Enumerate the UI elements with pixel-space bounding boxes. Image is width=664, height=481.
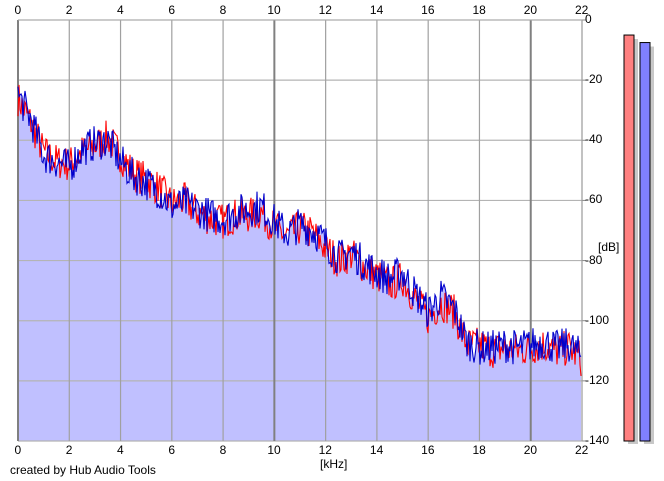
x-tick-label-top: 20: [523, 3, 538, 17]
x-tick-label-bottom: 8: [219, 443, 227, 457]
x-tick-label-top: 12: [318, 3, 332, 17]
x-tick-label-bottom: 10: [267, 443, 281, 457]
series-line-right: [17, 86, 582, 365]
x-tick-label-top: 8: [219, 3, 227, 17]
y-tick-label: -60: [585, 192, 603, 207]
y-tick-label: -20: [585, 72, 603, 87]
x-tick-label-top: 18: [472, 3, 486, 17]
y-tick-label: 0: [585, 12, 592, 26]
y-axis-label: [dB]: [598, 240, 620, 254]
y-tick-label: -140: [585, 433, 610, 447]
x-tick-label-bottom: 0: [14, 443, 22, 457]
x-tick-label-bottom: 6: [168, 443, 175, 457]
x-tick-label-top: 2: [65, 3, 73, 17]
x-tick-label-top: 14: [369, 3, 384, 17]
credit-text: created by Hub Audio Tools: [10, 463, 156, 477]
x-tick-label-bottom: 14: [369, 443, 384, 457]
x-tick-label-top: 10: [267, 3, 281, 17]
x-tick-label-top: 22: [575, 3, 589, 17]
x-tick-label-bottom: 18: [472, 443, 486, 457]
x-tick-label-bottom: 20: [523, 443, 538, 457]
y-tick-label: -120: [585, 372, 610, 387]
x-tick-label-top: 16: [421, 3, 435, 17]
x-tick-label-top: 4: [117, 3, 124, 17]
level-meter-left: [623, 34, 635, 442]
y-tick-label: -40: [585, 132, 603, 147]
spectrum-fill-area: [18, 86, 581, 441]
x-axis-label: [kHz]: [320, 457, 348, 471]
x-tick-label-top: 6: [168, 3, 175, 17]
x-tick-label-bottom: 16: [421, 443, 435, 457]
x-tick-label-bottom: 22: [575, 443, 589, 457]
x-tick-label-bottom: 12: [318, 443, 332, 457]
y-tick-label: -80: [585, 252, 603, 267]
level-meter-right: [639, 42, 651, 442]
x-tick-label-bottom: 2: [65, 443, 73, 457]
x-tick-label-bottom: 4: [117, 443, 124, 457]
y-tick-label: -100: [585, 312, 610, 327]
x-tick-label-top: 0: [14, 3, 22, 17]
